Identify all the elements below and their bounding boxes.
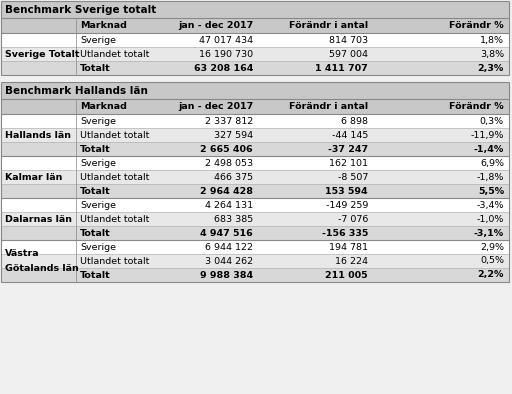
Text: 0,3%: 0,3% [480,117,504,126]
Text: 814 703: 814 703 [329,35,368,45]
Text: Marknad: Marknad [80,21,127,30]
Text: -11,9%: -11,9% [471,130,504,139]
Bar [1,33,509,47]
Text: 327 594: 327 594 [214,130,253,139]
Text: Sverige: Sverige [80,242,116,251]
Text: 63 208 164: 63 208 164 [194,63,253,72]
Text: 6 898: 6 898 [341,117,368,126]
Text: Sverige Totalt: Sverige Totalt [5,50,79,58]
Text: -7 076: -7 076 [337,214,368,223]
Text: 2,2%: 2,2% [478,271,504,279]
Text: 2 498 053: 2 498 053 [205,158,253,167]
Text: 9 988 384: 9 988 384 [200,271,253,279]
Text: 597 004: 597 004 [329,50,368,58]
Text: Totalt: Totalt [80,229,111,238]
Text: 2 665 406: 2 665 406 [200,145,253,154]
Bar [1,268,509,282]
Bar [1,240,509,254]
Text: 3,8%: 3,8% [480,50,504,58]
Text: Sverige: Sverige [80,35,116,45]
Text: Totalt: Totalt [80,186,111,195]
Text: -44 145: -44 145 [332,130,368,139]
Bar [1,170,509,184]
Text: -156 335: -156 335 [322,229,368,238]
Text: Sverige: Sverige [80,201,116,210]
Text: -37 247: -37 247 [328,145,368,154]
Text: 2 964 428: 2 964 428 [200,186,253,195]
Text: Förändr i antal: Förändr i antal [289,21,368,30]
Text: 1,8%: 1,8% [480,35,504,45]
Bar [1,142,509,156]
Text: Benchmark Sverige totalt: Benchmark Sverige totalt [5,4,156,15]
Text: 16 224: 16 224 [335,256,368,266]
Text: 4 264 131: 4 264 131 [205,201,253,210]
Text: 0,5%: 0,5% [480,256,504,266]
Text: -1,0%: -1,0% [477,214,504,223]
Bar [1,212,509,226]
Text: 6 944 122: 6 944 122 [205,242,253,251]
Text: Götalands län: Götalands län [5,264,79,273]
Text: Dalarnas län: Dalarnas län [5,214,72,223]
Text: 683 385: 683 385 [214,214,253,223]
Bar [1,254,509,268]
Bar [1,18,509,33]
Bar [1,156,509,170]
Text: jan - dec 2017: jan - dec 2017 [178,21,253,30]
Text: -149 259: -149 259 [326,201,368,210]
Bar [1,82,509,99]
Text: 2,9%: 2,9% [480,242,504,251]
Text: 1 411 707: 1 411 707 [315,63,368,72]
Bar [1,128,509,142]
Text: Förändr %: Förändr % [450,102,504,111]
Text: 194 781: 194 781 [329,242,368,251]
Bar [1,114,509,128]
Text: -3,1%: -3,1% [474,229,504,238]
Text: Marknad: Marknad [80,102,127,111]
Text: Totalt: Totalt [80,145,111,154]
Text: Förändr %: Förändr % [450,21,504,30]
Text: Benchmark Hallands län: Benchmark Hallands län [5,85,148,95]
Text: Totalt: Totalt [80,271,111,279]
Bar [1,226,509,240]
Text: 211 005: 211 005 [325,271,368,279]
Text: 162 101: 162 101 [329,158,368,167]
Text: 466 375: 466 375 [214,173,253,182]
Bar [1,61,509,75]
Text: 3 044 262: 3 044 262 [205,256,253,266]
Text: Sverige: Sverige [80,117,116,126]
Bar [1,47,509,61]
Text: Utlandet totalt: Utlandet totalt [80,50,150,58]
Text: Västra: Västra [5,249,39,258]
Text: Förändr i antal: Förändr i antal [289,102,368,111]
Bar [1,198,509,212]
Text: 16 190 730: 16 190 730 [199,50,253,58]
Bar [1,184,509,198]
Text: -8 507: -8 507 [337,173,368,182]
Text: Utlandet totalt: Utlandet totalt [80,173,150,182]
Text: Utlandet totalt: Utlandet totalt [80,130,150,139]
Text: 2 337 812: 2 337 812 [205,117,253,126]
Bar [1,99,509,114]
Text: Utlandet totalt: Utlandet totalt [80,214,150,223]
Text: Utlandet totalt: Utlandet totalt [80,256,150,266]
Text: Sverige: Sverige [80,158,116,167]
Text: -1,4%: -1,4% [474,145,504,154]
Text: -3,4%: -3,4% [477,201,504,210]
Text: 47 017 434: 47 017 434 [199,35,253,45]
Text: 153 594: 153 594 [325,186,368,195]
Text: 6,9%: 6,9% [480,158,504,167]
Text: Hallands län: Hallands län [5,130,71,139]
Text: 5,5%: 5,5% [478,186,504,195]
Text: 4 947 516: 4 947 516 [200,229,253,238]
Text: 2,3%: 2,3% [478,63,504,72]
Text: Totalt: Totalt [80,63,111,72]
Text: Kalmar län: Kalmar län [5,173,62,182]
Text: -1,8%: -1,8% [477,173,504,182]
Text: jan - dec 2017: jan - dec 2017 [178,102,253,111]
Bar [1,1,509,18]
